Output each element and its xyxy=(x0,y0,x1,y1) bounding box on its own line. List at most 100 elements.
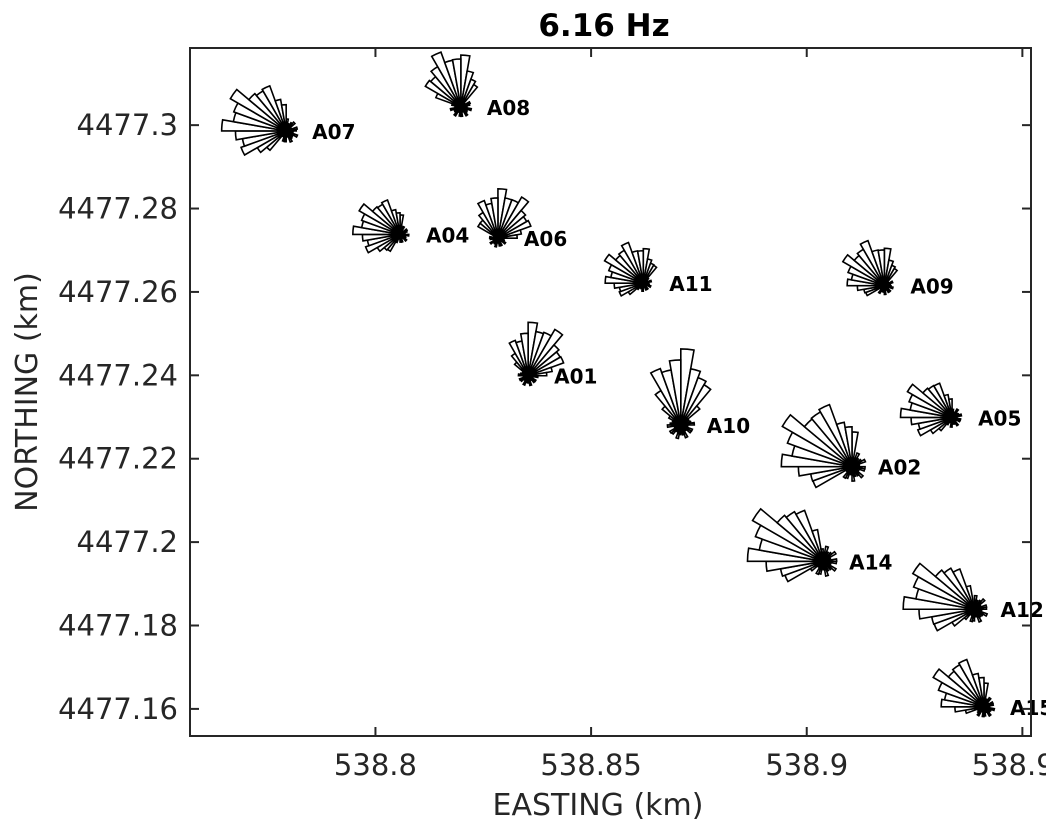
rose-petal xyxy=(451,58,462,107)
rose-petal xyxy=(957,658,985,708)
x-tick-label: 538.8 xyxy=(334,748,417,782)
x-tick-label: 538.85 xyxy=(540,748,641,782)
station-dot xyxy=(947,412,958,423)
rose-petal xyxy=(490,197,499,239)
rose-petal xyxy=(859,239,886,287)
rose-petal xyxy=(618,282,644,298)
plot-frame xyxy=(189,47,1032,737)
rose-a06 xyxy=(476,187,532,248)
rose-petal xyxy=(916,416,953,437)
y-tick-label: 4477.28 xyxy=(58,192,178,226)
rose-petal xyxy=(497,209,527,239)
rose-petal xyxy=(430,51,462,108)
rose-a11 xyxy=(603,241,658,298)
station-label-a07: A07 xyxy=(312,120,355,144)
y-tick-label: 4477.2 xyxy=(77,525,178,559)
station-label-a02: A02 xyxy=(878,456,921,480)
rose-petal xyxy=(519,332,529,376)
rose-petal xyxy=(932,382,953,418)
rose-petal xyxy=(390,208,401,235)
station-label-a05: A05 xyxy=(978,406,1021,430)
y-axis-title: NORTHING (km) xyxy=(10,272,45,512)
station-label-a15: A15 xyxy=(1010,696,1046,720)
station-label-a08: A08 xyxy=(487,96,530,120)
rose-petal xyxy=(460,83,479,108)
station-dot xyxy=(675,419,686,430)
rose-petal xyxy=(527,366,554,377)
rose-petal xyxy=(934,569,976,610)
rose-a09 xyxy=(841,239,899,297)
y-tick-label: 4477.3 xyxy=(77,108,178,142)
rose-a01 xyxy=(508,321,565,387)
rose-a12 xyxy=(902,562,989,632)
y-tick-label: 4477.16 xyxy=(58,692,178,726)
rose-petal xyxy=(781,413,853,468)
chart-title: 6.16 Hz xyxy=(538,8,669,44)
rose-petal xyxy=(977,676,985,707)
x-axis-title: EASTING (km) xyxy=(493,788,704,821)
rose-petal xyxy=(965,584,976,610)
station-label-a12: A12 xyxy=(1001,598,1044,622)
rose-petal xyxy=(508,339,529,377)
rose-a08 xyxy=(424,51,479,118)
rose-petal xyxy=(497,228,523,239)
station-dot xyxy=(978,701,989,712)
rose-petal xyxy=(943,393,953,418)
rose-petal xyxy=(649,367,682,426)
rose-petal xyxy=(835,421,853,467)
rose-a07 xyxy=(220,84,299,157)
rose-petal xyxy=(527,328,564,377)
station-label-a11: A11 xyxy=(669,272,712,296)
rose-petal xyxy=(280,103,287,132)
station-dot xyxy=(638,278,649,289)
rose-petal xyxy=(668,359,682,426)
y-tick-label: 4477.24 xyxy=(58,358,178,392)
rose-petal xyxy=(817,403,853,468)
rose-petal xyxy=(497,219,532,239)
station-dot xyxy=(395,229,406,240)
rose-petal xyxy=(751,507,824,562)
rose-petal xyxy=(932,667,985,708)
rose-petal xyxy=(785,510,824,562)
rose-petal xyxy=(229,88,287,132)
rose-a14 xyxy=(746,507,838,583)
rose-petal xyxy=(395,211,401,235)
rose-petal xyxy=(364,233,401,254)
station-label-a09: A09 xyxy=(910,275,953,299)
y-tick-label: 4477.22 xyxy=(58,442,178,476)
rose-petal xyxy=(776,514,824,562)
rose-petal xyxy=(380,198,401,235)
station-label-a14: A14 xyxy=(849,550,892,574)
station-dot xyxy=(492,233,503,244)
rose-petal xyxy=(794,509,824,562)
rose-petal xyxy=(883,267,899,287)
station-label-a01: A01 xyxy=(554,365,597,389)
rose-petal xyxy=(620,241,645,284)
rose-petal xyxy=(811,528,824,562)
rose-petal xyxy=(527,343,561,377)
rose-petal xyxy=(371,205,401,236)
rose-petal xyxy=(527,355,565,377)
rose-petal xyxy=(844,426,853,467)
station-dot xyxy=(523,370,534,381)
rose-petal xyxy=(942,567,976,610)
rose-a10 xyxy=(649,348,712,440)
rose-petal xyxy=(636,249,645,284)
rose-petal xyxy=(921,387,953,419)
station-label-a06: A06 xyxy=(524,227,567,251)
rose-petal xyxy=(911,562,976,610)
station-label-a10: A10 xyxy=(707,414,750,438)
station-dot xyxy=(281,125,292,136)
station-dot xyxy=(818,556,829,567)
rose-a05 xyxy=(899,382,963,437)
station-dot xyxy=(969,604,980,615)
station-dot xyxy=(879,280,890,291)
station-dot xyxy=(847,461,858,472)
x-tick-label: 538.95 xyxy=(972,748,1046,782)
rose-petal xyxy=(476,199,499,239)
y-tick-label: 4477.26 xyxy=(58,275,178,309)
rose-petal xyxy=(971,672,985,708)
rose-petal xyxy=(274,98,287,132)
rose-a04 xyxy=(352,198,410,254)
